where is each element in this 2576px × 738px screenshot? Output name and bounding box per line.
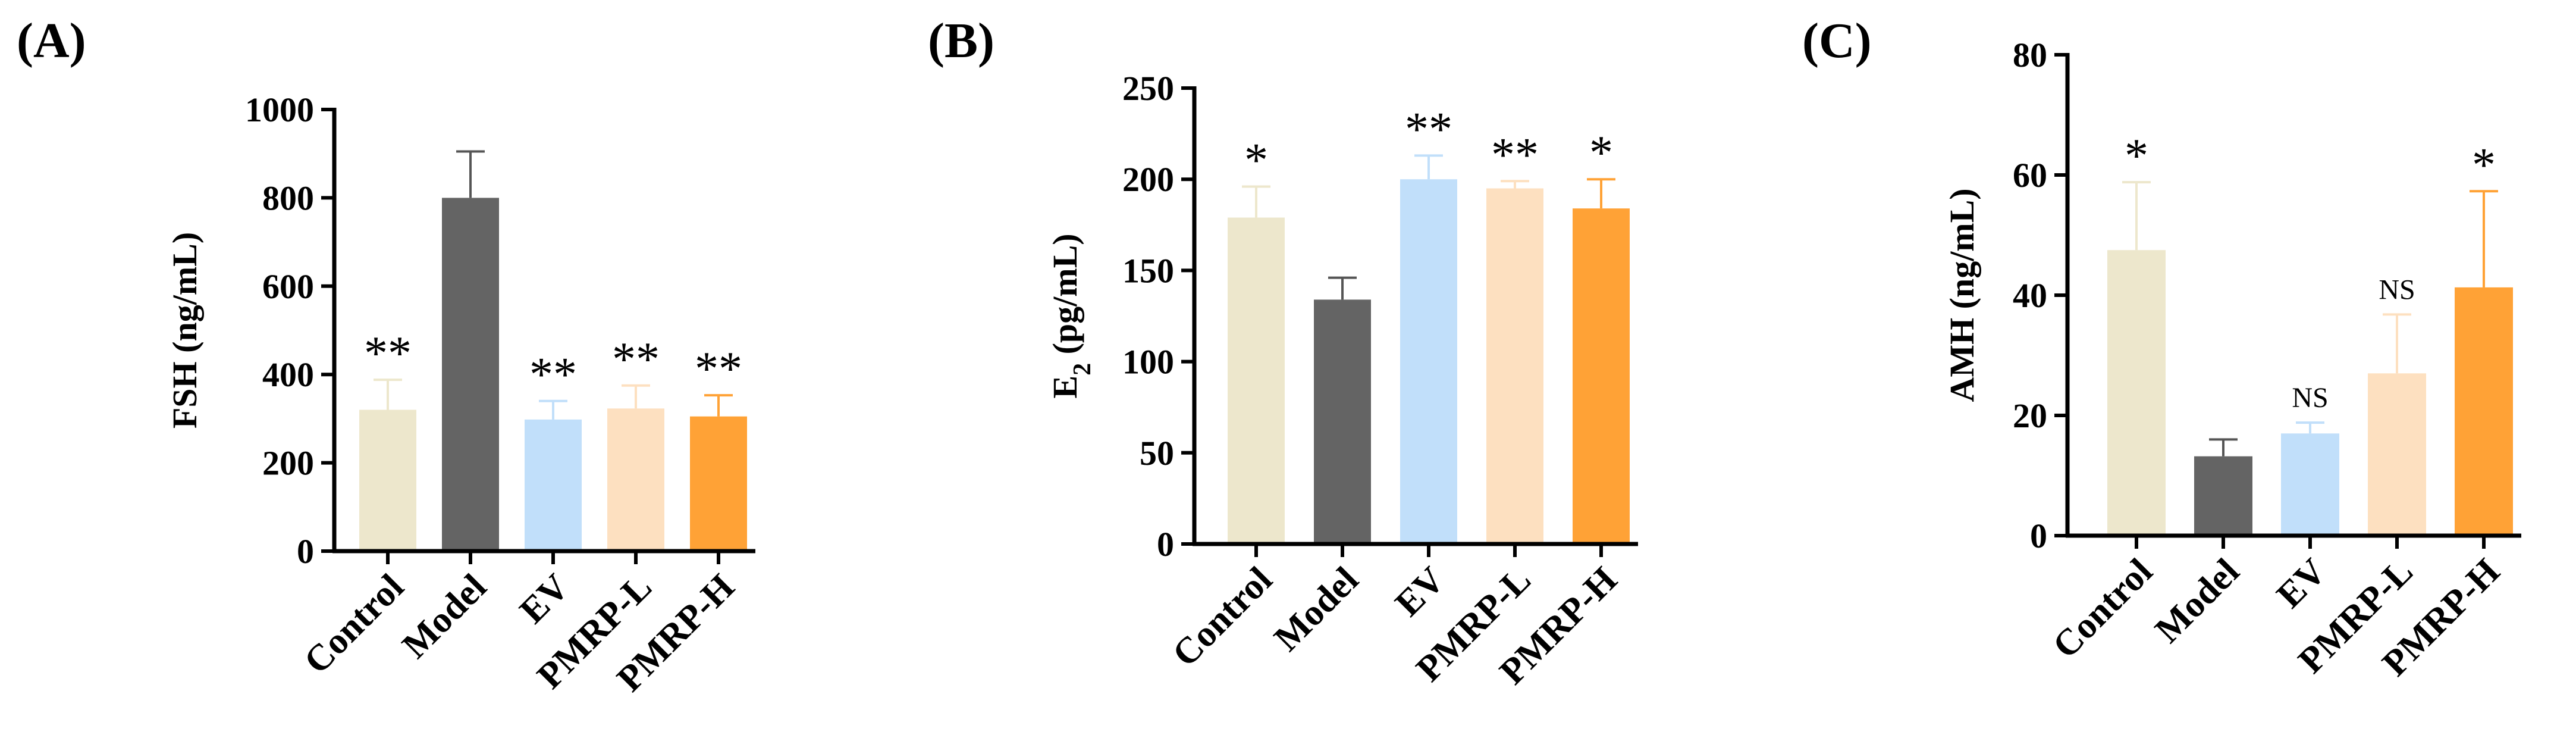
bar-pmrp-h xyxy=(690,416,747,551)
bar-pmrp-l xyxy=(1486,188,1543,544)
significance-pmrp-l: ** xyxy=(1491,129,1539,181)
bar-control xyxy=(359,409,416,551)
bar-pmrp-l xyxy=(607,408,664,551)
significance-control: ** xyxy=(364,327,412,380)
significance-control: * xyxy=(2125,130,2148,182)
panel-label: (B) xyxy=(928,13,994,68)
category-label-model: Model xyxy=(2147,551,2246,651)
bar-ev xyxy=(1400,179,1457,544)
y-tick-label: 400 xyxy=(262,355,314,394)
panel-label: (A) xyxy=(17,13,86,68)
panel-fsh: (A)FSH (ng/mL) **ControlModel**EV**PMRP-L… xyxy=(17,13,755,699)
significance-pmrp-h: * xyxy=(1589,127,1613,179)
y-tick-label: 600 xyxy=(262,267,314,306)
category-label-model: Model xyxy=(1266,559,1366,659)
category-label-control: Control xyxy=(296,567,411,681)
panel-amh: (C)AMH (ng/mL)*ControlModelNSEVNSPMRP-L*… xyxy=(1802,13,2521,684)
y-axis-title: AMH (ng/mL) xyxy=(1943,188,1981,402)
y-tick-label: 40 xyxy=(2013,276,2047,315)
bar-pmrp-l xyxy=(2368,373,2426,536)
category-label-control: Control xyxy=(1165,559,1279,674)
y-tick-label: 80 xyxy=(2013,36,2047,74)
y-tick-label: 200 xyxy=(1122,160,1174,199)
bar-pmrp-h xyxy=(2455,287,2513,536)
significance-ev: ** xyxy=(1405,103,1452,155)
y-tick-label: 800 xyxy=(262,179,314,217)
y-tick-label: 150 xyxy=(1122,251,1174,290)
significance-pmrp-h: ** xyxy=(695,343,742,395)
y-axis-title: FSH (ng/mL) xyxy=(165,232,204,429)
category-label-control: Control xyxy=(2045,551,2160,666)
category-label-ev: EV xyxy=(1388,559,1452,624)
category-label-model: Model xyxy=(394,567,494,666)
bar-ev xyxy=(2281,433,2339,536)
panel-label: (C) xyxy=(1802,13,1872,68)
y-axis-title: E2 (pg/mL) xyxy=(1046,233,1096,398)
y-tick-label: 250 xyxy=(1122,69,1174,108)
bar-model xyxy=(1314,299,1371,544)
significance-pmrp-h: * xyxy=(2472,139,2496,191)
significance-ev: ** xyxy=(529,349,577,401)
y-tick-label: 50 xyxy=(1140,434,1174,473)
bar-pmrp-h xyxy=(1573,208,1630,544)
category-label-ev: EV xyxy=(512,567,577,631)
bar-control xyxy=(1228,217,1285,544)
bar-ev xyxy=(525,419,582,551)
y-tick-label: 100 xyxy=(1122,343,1174,381)
y-tick-label: 1000 xyxy=(245,90,314,129)
category-label-ev: EV xyxy=(2269,551,2334,616)
bar-control xyxy=(2107,250,2166,536)
y-tick-label: 0 xyxy=(1157,525,1174,564)
y-tick-label: 60 xyxy=(2013,156,2047,195)
significance-pmrp-l: ** xyxy=(612,333,660,386)
bar-model xyxy=(2194,456,2252,536)
y-tick-label: 20 xyxy=(2013,396,2047,435)
panel-e2: (B)E2 (pg/mL)*ControlModel**EV**PMRP-L*P… xyxy=(928,13,1638,692)
significance-control: * xyxy=(1244,134,1268,186)
y-tick-label: 0 xyxy=(297,532,314,571)
bar-model xyxy=(442,198,499,551)
y-tick-label: 200 xyxy=(262,444,314,483)
significance-ev: NS xyxy=(2292,382,2328,414)
significance-pmrp-l: NS xyxy=(2379,274,2415,305)
y-tick-label: 0 xyxy=(2030,517,2047,555)
